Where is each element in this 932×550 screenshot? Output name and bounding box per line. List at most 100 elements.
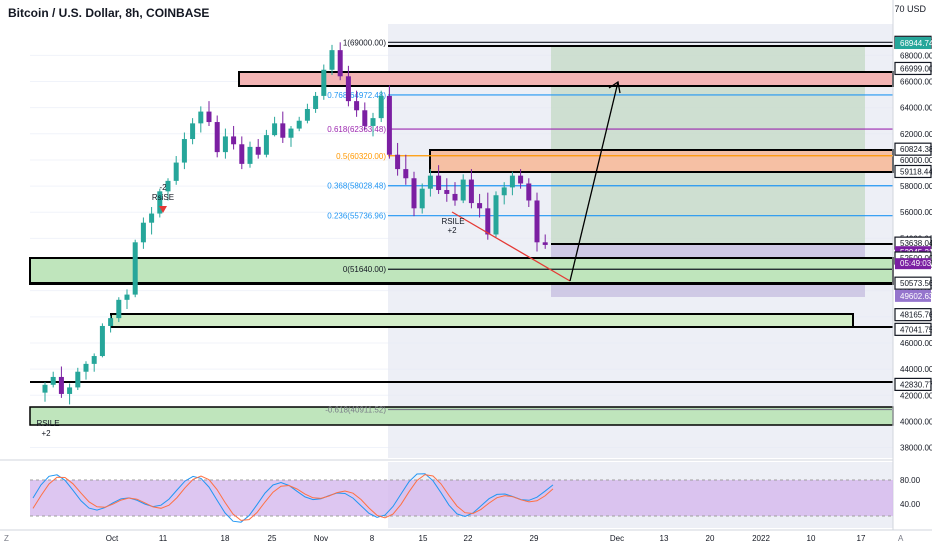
- candle-body: [296, 120, 302, 129]
- trend-line: [451, 211, 571, 282]
- signal-label: RsiSE: [152, 193, 174, 202]
- candle-body: [288, 128, 294, 138]
- signal-label: RSILE: [36, 419, 59, 428]
- candle-body: [345, 76, 351, 102]
- candle-body: [132, 242, 138, 295]
- candle-body: [509, 175, 515, 188]
- candle-body: [477, 203, 483, 209]
- candle-body: [337, 50, 343, 77]
- candle-body: [108, 318, 114, 326]
- price-tag: [894, 322, 932, 336]
- signal-label: +2: [447, 226, 457, 235]
- time-tick-label: 18: [221, 534, 230, 543]
- auto-scale-icon: A: [898, 534, 904, 543]
- candle-body: [304, 108, 310, 121]
- time-tick-label: 11: [159, 534, 168, 543]
- price-tag-label: 50573.56: [900, 279, 932, 288]
- candle-body: [386, 95, 392, 155]
- price-tick-label: 38000.00: [900, 444, 932, 453]
- price-tick-label: 60000.00: [900, 156, 932, 165]
- candle-body: [67, 387, 73, 394]
- candle-body: [222, 136, 228, 153]
- price-tick-label: 58000.00: [900, 182, 932, 191]
- countdown-label: 05:49:03: [900, 259, 932, 268]
- price-tick-label: 64000.00: [900, 104, 932, 113]
- time-tick-label: 17: [857, 534, 866, 543]
- price-tick-label: 40000.00: [900, 417, 932, 426]
- currency-label[interactable]: 70 USD: [894, 4, 926, 14]
- price-tag: [895, 37, 931, 50]
- candle-body: [378, 95, 384, 119]
- price-tick-label: 44000.00: [900, 365, 932, 374]
- fib-label: 0.236(55736.96): [327, 212, 386, 221]
- candle-body: [149, 213, 155, 223]
- candle-body: [255, 146, 261, 155]
- price-tag-label: 66999.00: [900, 64, 932, 73]
- price-tick-label: 46000.00: [900, 339, 932, 348]
- time-tick-label: Oct: [106, 534, 119, 543]
- price-tag: [894, 377, 932, 391]
- osc-tick-label: 40.00: [900, 500, 921, 509]
- arrow-head: [608, 80, 621, 94]
- time-tick-label: Nov: [314, 534, 328, 543]
- candle-body: [444, 190, 450, 194]
- candle-body: [493, 195, 499, 235]
- stoch-band: [30, 480, 893, 516]
- candle-body: [419, 188, 425, 209]
- corner-label: 70: [894, 4, 905, 14]
- candle-body: [427, 175, 433, 189]
- candle-body: [206, 111, 212, 123]
- price-tag: [894, 142, 932, 156]
- price-tag: [894, 276, 932, 290]
- candle-body: [329, 50, 335, 70]
- price-tag-label: 68944.74: [900, 39, 932, 48]
- price-tag-label: 47041.75: [900, 325, 932, 334]
- candle-body: [534, 200, 540, 243]
- candle-body: [173, 162, 179, 181]
- candle-body: [411, 178, 417, 209]
- candle-body: [452, 193, 458, 201]
- price-tag: [894, 308, 932, 322]
- candle-body: [280, 123, 286, 138]
- candle-body: [518, 175, 524, 184]
- fib-label: 0(51640.00): [343, 265, 386, 274]
- candle-body: [42, 384, 48, 393]
- projection-arrow: [569, 81, 619, 282]
- demand-zone-1: [29, 257, 894, 285]
- stoch-d-line: [32, 474, 554, 521]
- candle-body: [436, 175, 442, 191]
- price-tick-label: 56000.00: [900, 208, 932, 217]
- fib-label: 1(69000.00): [343, 38, 386, 47]
- fib-label: 0.368(58028.48): [327, 182, 386, 191]
- price-tick-label: 42000.00: [900, 391, 932, 400]
- candle-body: [99, 325, 105, 357]
- candle-body: [501, 187, 507, 196]
- fib-label: -0.618(40911.52): [325, 405, 386, 414]
- time-tick-label: 29: [530, 534, 539, 543]
- time-tick-label: 22: [464, 534, 473, 543]
- price-tick-label: 68000.00: [900, 51, 932, 60]
- fib-label: 0.5(60320.00): [336, 152, 386, 161]
- candle-body: [468, 179, 474, 204]
- time-tick-label: 8: [370, 534, 375, 543]
- candle-body: [403, 169, 409, 179]
- candle-body: [370, 118, 376, 126]
- candle-body: [231, 136, 237, 145]
- price-tag: [894, 61, 932, 76]
- candle-body: [91, 356, 97, 364]
- price-tag-label: 49602.63: [900, 292, 932, 301]
- price-tag-label: 48165.76: [900, 311, 932, 320]
- candle-body: [50, 376, 56, 385]
- demand-zone-2: [110, 313, 854, 328]
- price-tag-label: 53638.04: [900, 239, 932, 248]
- supply-zone: [429, 149, 894, 173]
- zoom-icon: Z: [4, 534, 9, 543]
- resistance-zone: [238, 71, 894, 87]
- candle-body: [116, 299, 122, 319]
- candle-body: [313, 95, 319, 109]
- candle-body: [542, 242, 548, 245]
- price-tick-label: 62000.00: [900, 130, 932, 139]
- fib-label: 0.618(62363.48): [327, 125, 386, 134]
